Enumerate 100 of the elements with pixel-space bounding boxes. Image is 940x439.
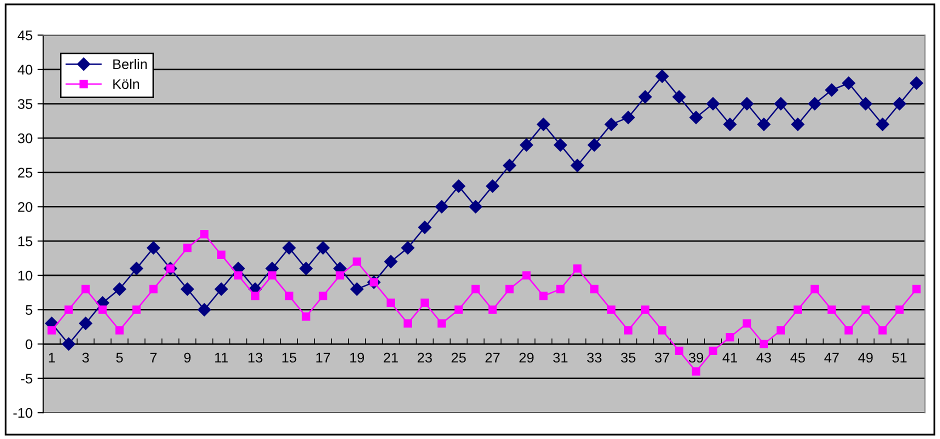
point xyxy=(284,292,294,300)
x-tick-label: 15 xyxy=(282,352,296,363)
x-tick-label: 3 xyxy=(82,352,89,363)
point xyxy=(420,298,429,307)
point xyxy=(859,97,872,110)
y-tick-label: 45 xyxy=(18,30,32,40)
point xyxy=(791,118,804,131)
point xyxy=(454,306,463,314)
point xyxy=(842,76,856,90)
point xyxy=(706,97,720,110)
legend-label: Berlin xyxy=(113,58,147,70)
y-tick-label: 15 xyxy=(18,236,32,246)
point xyxy=(469,200,482,214)
point xyxy=(198,303,211,316)
point xyxy=(878,326,887,334)
point xyxy=(876,118,890,131)
legend-label: Köln xyxy=(113,78,140,90)
point xyxy=(641,306,650,314)
x-tick-label: 43 xyxy=(756,352,771,363)
point xyxy=(638,90,652,104)
point xyxy=(435,200,448,214)
point xyxy=(130,262,144,276)
point xyxy=(895,306,904,314)
point xyxy=(776,326,785,334)
point xyxy=(861,306,870,314)
point xyxy=(844,326,853,334)
point xyxy=(149,284,158,294)
x-tick-label: 21 xyxy=(384,352,398,362)
point xyxy=(438,319,446,328)
point xyxy=(488,306,497,314)
point xyxy=(656,70,669,83)
y-tick-label: 5 xyxy=(26,305,32,315)
point xyxy=(81,284,90,294)
point xyxy=(624,326,632,334)
y-tick-label: -10 xyxy=(13,408,32,418)
point xyxy=(726,332,734,342)
point xyxy=(692,367,700,376)
x-tick-label: 5 xyxy=(116,352,123,363)
point xyxy=(217,250,226,259)
point xyxy=(505,284,514,294)
point xyxy=(536,118,550,131)
point xyxy=(404,319,412,328)
x-tick-label: 33 xyxy=(587,352,602,363)
point xyxy=(742,319,752,328)
point xyxy=(183,244,192,252)
x-tick-label: 25 xyxy=(452,352,466,363)
point xyxy=(794,306,802,314)
point xyxy=(251,292,260,300)
point xyxy=(316,241,330,255)
x-tick-label: 13 xyxy=(248,352,262,363)
point xyxy=(723,118,737,131)
x-tick-label: 49 xyxy=(858,352,873,363)
point xyxy=(808,97,822,110)
point xyxy=(825,83,838,97)
point xyxy=(486,180,500,193)
x-tick-label: 23 xyxy=(418,352,432,363)
point xyxy=(350,282,364,296)
point xyxy=(520,138,534,152)
point xyxy=(588,138,601,152)
point xyxy=(760,340,768,348)
x-tick-label: 17 xyxy=(316,352,330,362)
point xyxy=(910,76,924,90)
point xyxy=(570,158,584,172)
point xyxy=(740,97,754,110)
point xyxy=(268,271,276,280)
y-tick-label: 20 xyxy=(18,202,32,212)
x-tick-label: 51 xyxy=(892,352,907,363)
point xyxy=(539,292,548,300)
x-tick-label: 31 xyxy=(553,352,568,363)
point xyxy=(79,316,92,330)
point xyxy=(200,230,208,238)
point xyxy=(146,241,160,255)
point xyxy=(573,264,582,273)
x-tick-label: 27 xyxy=(486,352,500,362)
point xyxy=(757,118,770,131)
point xyxy=(62,337,76,351)
point xyxy=(318,292,328,300)
y-tick-label: 10 xyxy=(18,270,32,281)
y-tick-label: -5 xyxy=(21,374,32,384)
x-tick-label: 37 xyxy=(654,352,670,363)
point xyxy=(112,282,126,296)
y-tick-label: 0 xyxy=(26,339,32,350)
point xyxy=(234,271,242,280)
point xyxy=(64,306,73,314)
point xyxy=(590,284,598,294)
x-tick-label: 7 xyxy=(150,352,157,362)
point xyxy=(386,298,396,307)
point xyxy=(892,97,906,110)
x-tick-label: 47 xyxy=(824,352,839,362)
point xyxy=(384,255,398,268)
x-tick-label: 29 xyxy=(519,352,534,363)
x-tick-label: 35 xyxy=(621,352,636,363)
point xyxy=(98,306,107,314)
point xyxy=(180,282,194,296)
point xyxy=(607,306,616,314)
y-tick-label: 35 xyxy=(18,99,32,109)
point xyxy=(352,257,362,266)
point xyxy=(132,306,141,314)
point xyxy=(828,306,836,314)
point xyxy=(48,326,56,334)
